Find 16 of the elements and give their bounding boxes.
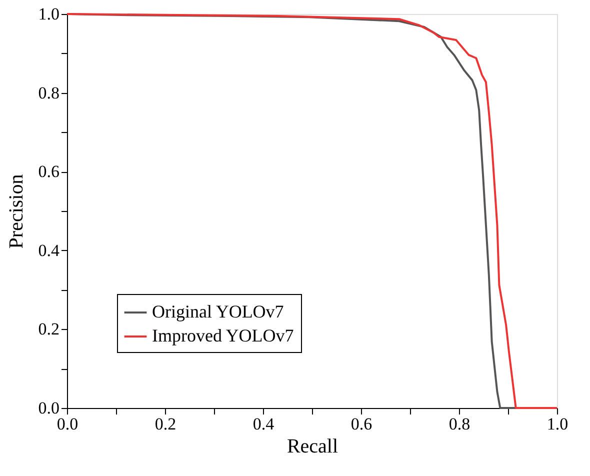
x-axis-title: Recall [286,436,338,458]
y-tick-label: 0.8 [38,83,60,102]
y-tick-label: 0.4 [38,240,60,260]
y-tick-label: 1.0 [38,4,60,24]
y-axis-title: Precision [5,174,28,249]
x-tick-label: 0.4 [252,414,275,434]
x-tick-label: 0.8 [448,414,470,434]
legend-label: Improved YOLOv7 [152,326,294,346]
x-tick-label: 1.0 [546,414,568,434]
legend-label: Original YOLOv7 [152,302,284,322]
x-tick-label: 0.0 [56,414,78,434]
y-tick-label: 0.0 [38,398,60,418]
x-tick-label: 0.2 [154,414,176,434]
x-tick-label: 0.6 [350,414,372,434]
y-tick-label: 0.6 [38,162,60,182]
y-tick-label: 0.2 [38,320,60,339]
